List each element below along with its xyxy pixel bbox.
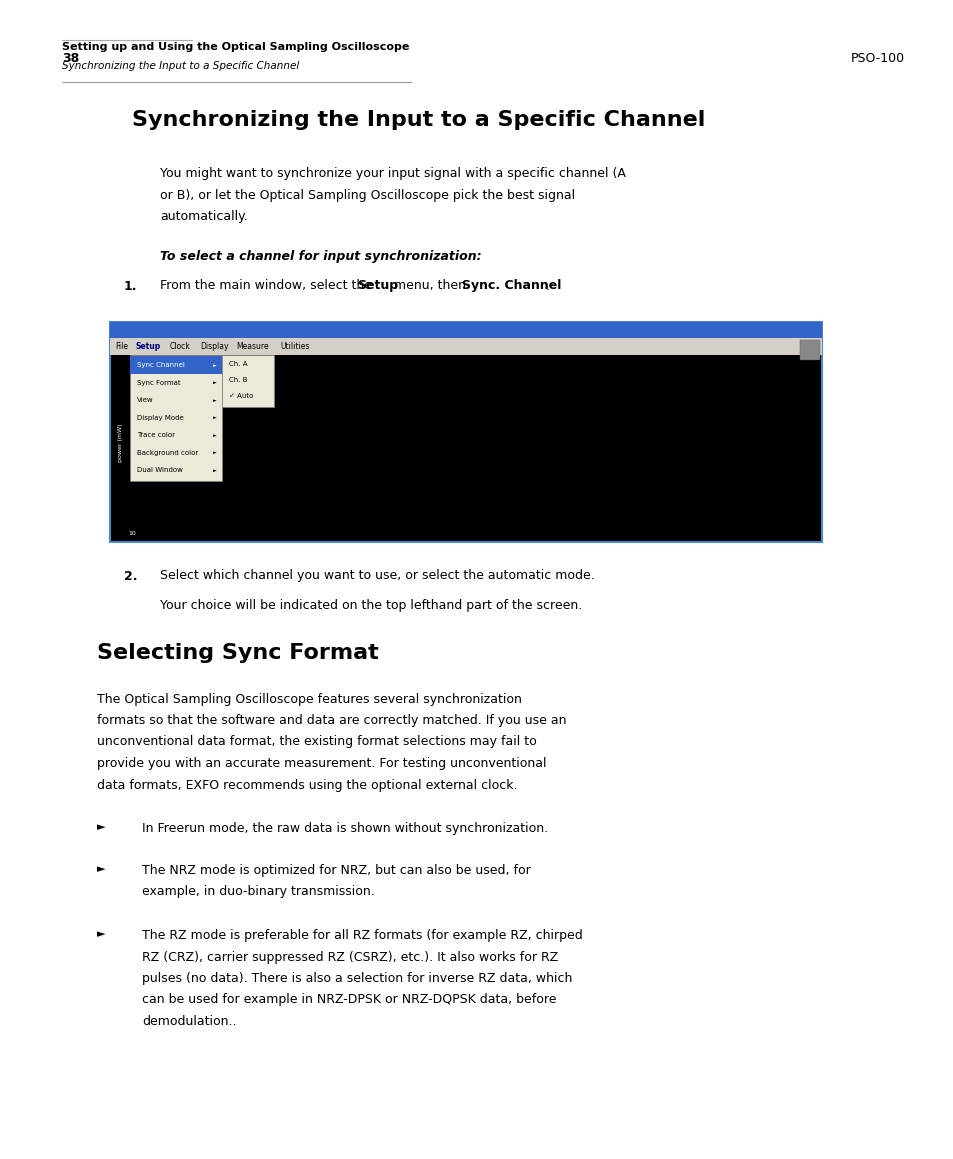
Text: To select a channel for input synchronization:: To select a channel for input synchroniz… bbox=[160, 249, 481, 262]
Text: example, in duo-binary transmission.: example, in duo-binary transmission. bbox=[142, 885, 375, 898]
Text: or B), or let the Optical Sampling Oscilloscope pick the best signal: or B), or let the Optical Sampling Oscil… bbox=[160, 189, 575, 202]
Text: Background color: Background color bbox=[137, 450, 198, 455]
Bar bbox=[130, 355, 222, 481]
Text: View: View bbox=[137, 398, 153, 403]
Text: Select which channel you want to use, or select the automatic mode.: Select which channel you want to use, or… bbox=[160, 569, 594, 583]
Text: File: File bbox=[115, 342, 128, 351]
Text: The Optical Sampling Oscilloscope features several synchronization: The Optical Sampling Oscilloscope featur… bbox=[97, 692, 521, 706]
Text: menu, then: menu, then bbox=[390, 279, 469, 292]
Text: Synchronizing the Input to a Specific Channel: Synchronizing the Input to a Specific Ch… bbox=[132, 110, 704, 130]
Text: Setup: Setup bbox=[357, 279, 398, 292]
Text: You might want to synchronize your input signal with a specific channel (A: You might want to synchronize your input… bbox=[160, 167, 625, 180]
Text: Sync Channel: Sync Channel bbox=[137, 363, 185, 369]
Text: ►: ► bbox=[97, 822, 106, 832]
Text: can be used for example in NRZ-DPSK or NRZ-DQPSK data, before: can be used for example in NRZ-DPSK or N… bbox=[142, 993, 556, 1006]
Text: Setting up and Using the Optical Sampling Oscilloscope: Setting up and Using the Optical Samplin… bbox=[62, 42, 409, 52]
Text: automatically.: automatically. bbox=[160, 210, 248, 223]
Text: ✓ Auto: ✓ Auto bbox=[229, 394, 253, 400]
Text: Ch. B: Ch. B bbox=[229, 378, 247, 384]
Text: Measure: Measure bbox=[235, 342, 269, 351]
Text: ►: ► bbox=[213, 415, 216, 421]
Text: Setup: Setup bbox=[135, 342, 160, 351]
Text: Selecting Sync Format: Selecting Sync Format bbox=[97, 642, 378, 663]
Bar bbox=[130, 357, 222, 374]
Text: formats so that the software and data are correctly matched. If you use an: formats so that the software and data ar… bbox=[97, 714, 566, 727]
Bar bbox=[222, 355, 274, 407]
Text: ►: ► bbox=[213, 450, 216, 455]
Text: demodulation..: demodulation.. bbox=[142, 1015, 236, 1028]
Text: Ch. A: Ch. A bbox=[229, 362, 247, 367]
Text: 10: 10 bbox=[128, 531, 135, 535]
Text: Utilities: Utilities bbox=[280, 342, 309, 351]
Text: 38: 38 bbox=[62, 52, 79, 65]
Text: Trace color: Trace color bbox=[137, 432, 174, 438]
Text: Dual Window: Dual Window bbox=[137, 467, 183, 473]
Text: Your choice will be indicated on the top lefthand part of the screen.: Your choice will be indicated on the top… bbox=[160, 599, 581, 612]
Text: Sync Format: Sync Format bbox=[137, 380, 180, 386]
Bar bbox=[110, 321, 821, 541]
Text: unconventional data format, the existing format selections may fail to: unconventional data format, the existing… bbox=[97, 736, 537, 749]
Text: Display Mode: Display Mode bbox=[137, 415, 184, 421]
Text: data formats, EXFO recommends using the optional external clock.: data formats, EXFO recommends using the … bbox=[97, 779, 517, 792]
Text: pulses (no data). There is also a selection for inverse RZ data, which: pulses (no data). There is also a select… bbox=[142, 972, 572, 985]
Text: ►: ► bbox=[213, 398, 216, 402]
Text: The NRZ mode is optimized for NRZ, but can also be used, for: The NRZ mode is optimized for NRZ, but c… bbox=[142, 863, 530, 877]
Text: 1.: 1. bbox=[124, 279, 137, 292]
Text: Synchronizing the Input to a Specific Channel: Synchronizing the Input to a Specific Ch… bbox=[62, 61, 299, 71]
Text: RZ (CRZ), carrier suppressed RZ (CSRZ), etc.). It also works for RZ: RZ (CRZ), carrier suppressed RZ (CSRZ), … bbox=[142, 950, 558, 963]
Text: PSO-100: PSO-100 bbox=[850, 52, 904, 65]
Bar bbox=[800, 340, 820, 360]
Text: 2.: 2. bbox=[124, 569, 137, 583]
Text: From the main window, select the: From the main window, select the bbox=[160, 279, 375, 292]
Bar bbox=[110, 338, 821, 355]
Text: Display: Display bbox=[200, 342, 229, 351]
Bar bbox=[110, 321, 821, 338]
Text: provide you with an accurate measurement. For testing unconventional: provide you with an accurate measurement… bbox=[97, 757, 546, 770]
Text: ►: ► bbox=[213, 432, 216, 438]
Text: Sync. Channel: Sync. Channel bbox=[461, 279, 560, 292]
Text: ►: ► bbox=[97, 930, 106, 939]
Text: ►: ► bbox=[97, 863, 106, 874]
Text: ►: ► bbox=[213, 468, 216, 473]
Text: In Freerun mode, the raw data is shown without synchronization.: In Freerun mode, the raw data is shown w… bbox=[142, 822, 548, 834]
Text: The RZ mode is preferable for all RZ formats (for example RZ, chirped: The RZ mode is preferable for all RZ for… bbox=[142, 930, 582, 942]
Text: ►: ► bbox=[213, 380, 216, 385]
Text: .: . bbox=[545, 279, 549, 292]
Text: power (mW): power (mW) bbox=[117, 423, 122, 461]
Text: ►: ► bbox=[213, 363, 216, 367]
Text: Clock: Clock bbox=[170, 342, 191, 351]
